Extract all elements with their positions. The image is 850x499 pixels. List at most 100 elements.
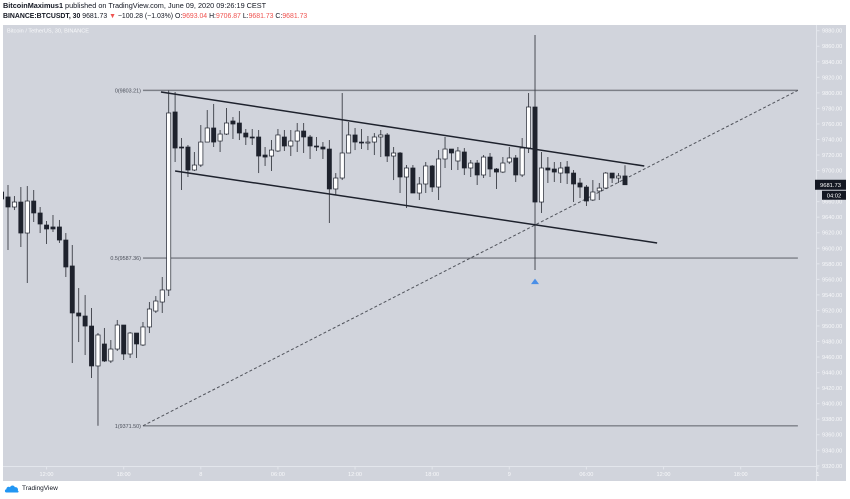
candle-body <box>18 201 24 234</box>
candle-body <box>371 136 377 143</box>
candle-body <box>564 166 570 174</box>
candle-body <box>513 157 519 176</box>
candle-body <box>179 146 184 149</box>
plot-area[interactable]: 0(9803.21) 0.5(9587.36) 1(9371.50) <box>0 34 799 430</box>
candle-body <box>596 187 602 192</box>
price-tick-label: 9340.00 <box>822 448 842 454</box>
candle-body <box>50 226 56 230</box>
candle-body <box>307 136 313 147</box>
candle-body <box>198 141 204 166</box>
candle-body <box>423 165 429 185</box>
ohlc-close-label: C: <box>275 13 283 20</box>
candle-body <box>159 289 165 303</box>
candle <box>230 117 236 140</box>
ohlc-open: O:9693.04 <box>175 13 207 20</box>
chart-legend[interactable]: Bitcoin / TetherUS, 30, BINANCE <box>7 29 89 35</box>
candle <box>249 128 255 145</box>
candle <box>583 185 589 206</box>
candle-body <box>583 186 589 202</box>
candle-body <box>442 148 448 160</box>
candle-body <box>121 324 127 355</box>
price-tick-label: 9720.00 <box>822 153 842 159</box>
time-axis[interactable]: 12:00 18:00 8 06:00 12:00 18:00 9 06:00 12:00 18:… <box>40 466 820 479</box>
candle <box>44 220 50 244</box>
candle-body <box>500 162 506 173</box>
candle <box>146 302 152 334</box>
plot-viewport[interactable]: 0(9803.21) 0.5(9587.36) 1(9371.50) <box>0 34 799 430</box>
candle-body <box>211 127 217 143</box>
candle <box>275 128 281 152</box>
candle-body <box>249 136 255 139</box>
candle <box>185 144 191 178</box>
candle <box>281 130 287 151</box>
candle <box>172 92 178 163</box>
candle-body <box>256 136 262 157</box>
candle <box>571 170 577 203</box>
time-tick-label: 18:00 <box>425 472 439 478</box>
lower-channel-line[interactable] <box>174 170 658 244</box>
candle-body <box>82 315 88 327</box>
ohlc-low-value: 9681.73 <box>248 13 274 20</box>
price-tick-label: 9440.00 <box>822 371 842 377</box>
arrow-up-marker-icon[interactable] <box>531 278 540 285</box>
candle-body <box>326 148 332 190</box>
candle <box>404 165 409 209</box>
candle-body <box>37 212 43 225</box>
price-tick-label: 9360.00 <box>822 433 842 439</box>
candle <box>217 130 223 152</box>
ohlc-high-label: H: <box>209 13 216 20</box>
candle-body <box>204 127 210 143</box>
current-price-box <box>815 179 846 190</box>
fib-level-label: 1(9371.50) <box>115 424 141 430</box>
ohlc-open-label: O: <box>174 13 183 20</box>
candle <box>384 133 390 163</box>
symbol-info-line: BINANCE:BTCUSDT, 30 9681.73 ▼ −100.28 (−… <box>3 12 307 21</box>
candle <box>416 177 422 201</box>
candle <box>314 136 319 151</box>
candle <box>301 123 307 153</box>
tradingview-brand[interactable]: TradingView <box>22 485 58 492</box>
candle <box>95 333 101 426</box>
candle <box>76 288 82 343</box>
candle-body <box>5 196 11 208</box>
fib-level-label: 0(9803.21) <box>115 88 141 94</box>
candle <box>114 319 120 351</box>
candle-body <box>538 167 544 203</box>
countdown-value: 04:02 <box>827 193 842 199</box>
author-name[interactable]: BitcoinMaximus1 <box>3 1 64 10</box>
price-tick-label: 9700.00 <box>822 169 842 175</box>
candle <box>558 162 564 183</box>
candle <box>269 140 274 172</box>
candle <box>551 162 557 182</box>
candle-body <box>11 201 17 208</box>
candle-body <box>416 183 422 194</box>
candle-body <box>301 130 307 138</box>
price-tick-label: 9560.00 <box>822 277 842 283</box>
candle <box>243 128 249 145</box>
price-tick-label: 9460.00 <box>822 355 842 361</box>
price-tick-label: 9500.00 <box>822 324 842 330</box>
price-tick-label: 9400.00 <box>822 402 842 408</box>
candle-body <box>455 150 461 162</box>
bar-countdown: 04:02 <box>822 190 846 200</box>
ohlc-close: C:9681.73 <box>275 13 307 20</box>
candle <box>603 172 609 189</box>
candle-body <box>461 151 467 169</box>
tradingview-watermark[interactable]: TradingView <box>4 484 58 493</box>
fib-retracement[interactable]: 0(9803.21) 0.5(9587.36) 1(9371.50) <box>110 88 799 430</box>
candle-body <box>262 154 268 158</box>
price-tick-label: 9820.00 <box>822 75 842 81</box>
candle-body <box>76 312 82 317</box>
candle-body <box>146 308 152 328</box>
candle <box>506 147 512 165</box>
candle <box>166 90 172 297</box>
candle-body <box>545 167 551 171</box>
candle-body <box>191 164 197 171</box>
time-tick-label: 18:00 <box>734 472 748 478</box>
candle <box>339 93 345 181</box>
candle <box>410 165 416 194</box>
candle-body <box>275 134 281 152</box>
candle-body <box>404 167 409 178</box>
upper-channel-line[interactable] <box>160 91 645 167</box>
